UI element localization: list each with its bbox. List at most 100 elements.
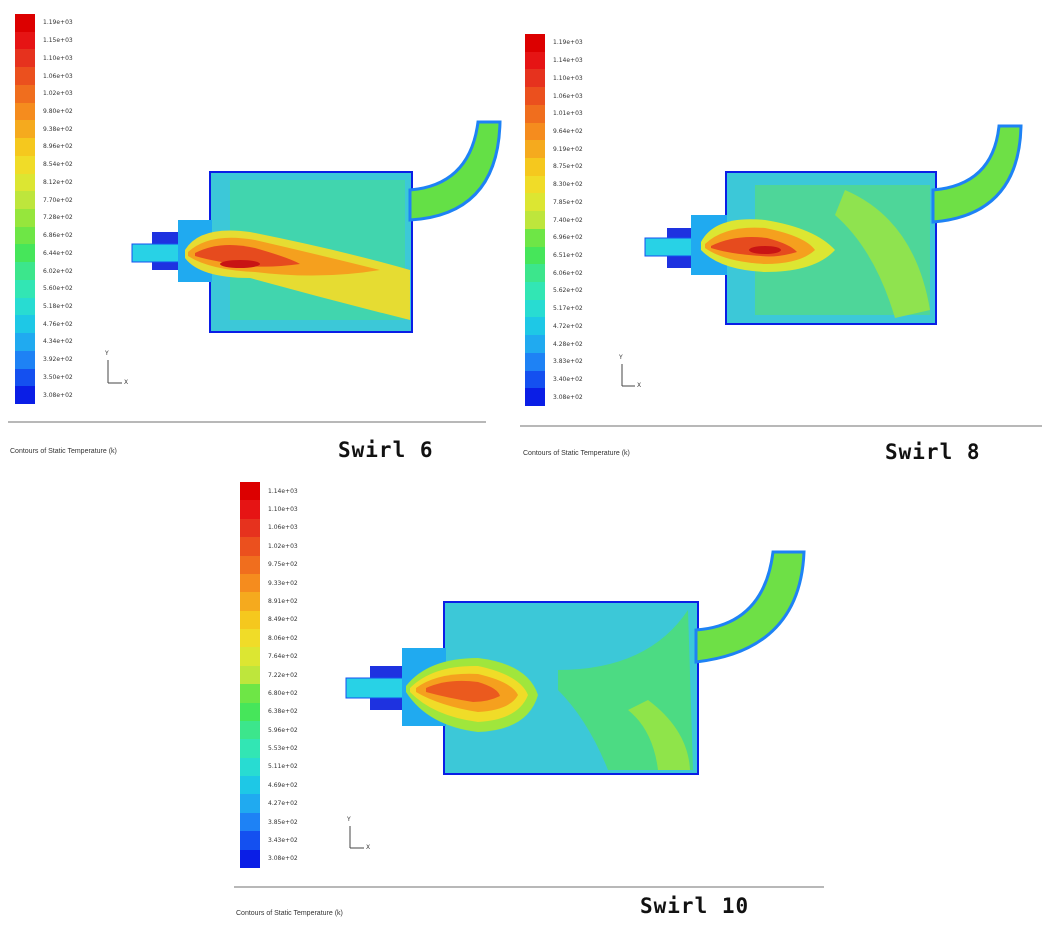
- legend-tick-label: 5.11e+02: [268, 763, 298, 771]
- legend-tick-label: 3.83e+02: [553, 358, 583, 366]
- legend-swatch: [15, 84, 35, 104]
- legend-swatch: [525, 87, 545, 106]
- legend-tick-label: 1.06e+03: [553, 92, 583, 100]
- axis-x-label: X: [366, 844, 371, 851]
- legend-swatch: [525, 282, 545, 301]
- legend-tick-label: 6.38e+02: [268, 708, 298, 716]
- legend-tick-label: 5.60e+02: [43, 285, 73, 293]
- legend-tick-label: 3.08e+02: [553, 393, 583, 401]
- legend-tick-label: 8.12e+02: [43, 178, 73, 186]
- legend-tick-label: 7.28e+02: [43, 214, 73, 222]
- swirl-label: Swirl 6: [338, 438, 434, 462]
- legend-swatch: [525, 175, 545, 194]
- contour-plot-swirl-6: [107, 120, 502, 384]
- legend-tick-label: 4.69e+02: [268, 781, 298, 789]
- axis-triad: [349, 826, 364, 849]
- inlet-pipe: [345, 677, 409, 699]
- legend-swatch: [15, 315, 35, 334]
- legend-tick-label: 3.50e+02: [43, 373, 73, 381]
- legend-tick-label: 1.10e+03: [268, 506, 298, 514]
- swirl-label: Swirl 10: [640, 894, 750, 918]
- legend-swatch: [240, 684, 260, 704]
- legend-tick-label: 1.10e+03: [43, 54, 73, 62]
- legend-swatch: [240, 812, 260, 832]
- legend-swatch: [15, 262, 35, 281]
- inlet-pipe: [644, 237, 698, 257]
- caption: Contours of Static Temperature (k): [236, 910, 343, 917]
- legend-tick-label: 8.30e+02: [553, 181, 583, 189]
- legend-tick-label: 9.38e+02: [43, 125, 73, 133]
- legend-swatch: [15, 173, 35, 192]
- legend-tick-label: 5.18e+02: [43, 303, 73, 310]
- legend-swatch: [240, 739, 260, 759]
- panel-swirl-6: 1.19e+03 1.15e+03 1.10e+03 1.06e+03 1.02e+03…: [0, 0, 502, 470]
- legend-swatch: [240, 831, 260, 851]
- legend-tick-label: 1.19e+03: [553, 39, 583, 47]
- axis-y-label: Y: [347, 816, 351, 823]
- legend-swatch: [525, 104, 545, 124]
- panel-swirl-8: 1.19e+03 1.14e+03 1.10e+03 1.06e+03 1.01e+03…: [515, 0, 1047, 470]
- legend-swatch: [525, 246, 545, 265]
- legend-swatch: [525, 122, 545, 141]
- legend-tick-label: 4.76e+02: [43, 320, 73, 328]
- legend-tick-label: 1.02e+03: [43, 90, 73, 98]
- legend-swatch: [15, 350, 35, 370]
- legend-swatch: [15, 191, 35, 210]
- legend-swatch: [240, 720, 260, 740]
- legend-tick-label: 3.92e+02: [43, 356, 73, 364]
- legend-swatch: [525, 69, 545, 88]
- legend-swatch: [525, 193, 545, 212]
- legend-swatch: [15, 102, 35, 121]
- legend-tick-label: 3.08e+02: [268, 855, 298, 863]
- legend-swatch: [15, 279, 35, 299]
- legend-swatch: [525, 352, 545, 372]
- legend-swatch: [240, 849, 260, 869]
- legend-swatch: [15, 49, 35, 68]
- legend-tick-label: 5.96e+02: [268, 726, 298, 734]
- legend-swatch: [525, 158, 545, 177]
- legend-swatch: [15, 138, 35, 157]
- axis-y-label: Y: [105, 350, 109, 357]
- legend-tick-label: 9.33e+02: [268, 579, 298, 587]
- legend-swatch: [15, 14, 35, 33]
- legend-swatch: [240, 629, 260, 648]
- legend-tick-label: 7.22e+02: [268, 671, 298, 679]
- legend-tick-label: 5.17e+02: [553, 305, 583, 313]
- legend-tick-label: 1.15e+03: [43, 37, 73, 45]
- legend-swatch: [15, 386, 35, 405]
- legend-tick-label: 4.27e+02: [268, 800, 298, 808]
- axis-y-label: Y: [619, 354, 623, 361]
- legend-swatch: [240, 757, 260, 777]
- legend-tick-label: 8.96e+02: [43, 143, 73, 151]
- legend-tick-label: 1.02e+03: [268, 542, 298, 550]
- legend-swatch: [240, 500, 260, 520]
- legend-swirl-8: 1.19e+03 1.14e+03 1.10e+03 1.06e+03 1.01e+03…: [525, 34, 615, 407]
- exhaust-pipe: [408, 120, 502, 222]
- legend-tick-label: 4.72e+02: [553, 322, 583, 330]
- legend-tick-label: 1.01e+03: [553, 110, 583, 118]
- legend-swatch: [240, 702, 260, 722]
- legend-tick-label: 4.34e+02: [43, 338, 73, 346]
- exhaust-pipe: [694, 550, 806, 664]
- divider-rule: [8, 421, 486, 423]
- legend-tick-label: 8.54e+02: [43, 161, 73, 169]
- axis-x-label: X: [637, 382, 642, 389]
- axis-triad: [621, 364, 635, 387]
- legend-tick-label: 1.06e+03: [268, 524, 298, 532]
- legend-tick-label: 7.64e+02: [268, 653, 298, 661]
- legend-tick-label: 9.19e+02: [553, 145, 583, 153]
- legend-swatch: [15, 67, 35, 86]
- legend-swatch: [240, 482, 260, 501]
- legend-tick-label: 1.10e+03: [553, 74, 583, 82]
- legend-tick-label: 6.80e+02: [268, 689, 298, 697]
- legend-tick-label: 5.62e+02: [553, 287, 583, 295]
- legend-tick-label: 8.75e+02: [553, 163, 583, 171]
- legend-swatch: [525, 317, 545, 336]
- contour-plot-swirl-10: [345, 550, 806, 849]
- legend-swatch: [525, 51, 545, 70]
- legend-tick-label: 7.40e+02: [553, 216, 583, 224]
- divider-rule: [520, 425, 1042, 427]
- legend-swatch: [525, 34, 545, 53]
- legend-swatch: [240, 665, 260, 685]
- legend-tick-label: 8.91e+02: [268, 597, 298, 605]
